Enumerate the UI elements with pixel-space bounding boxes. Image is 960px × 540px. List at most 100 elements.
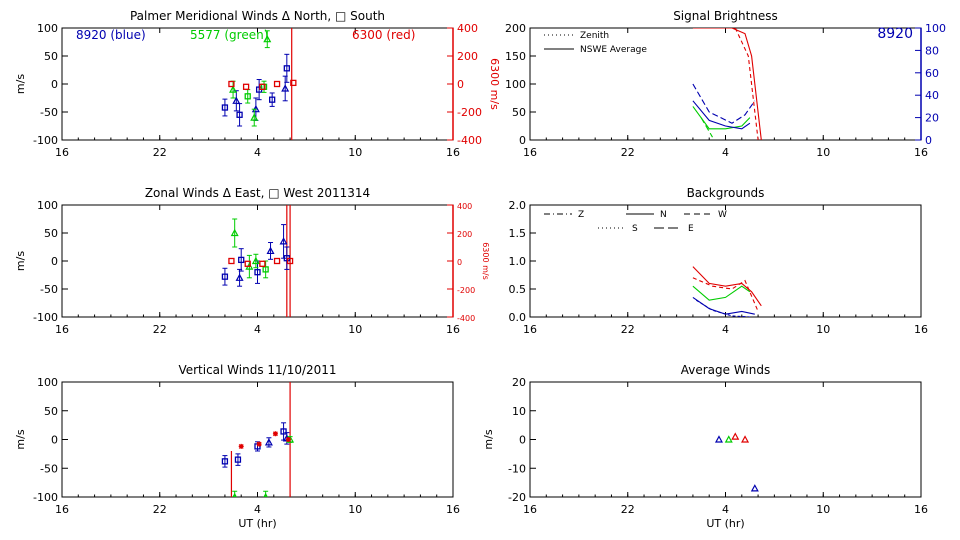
data-layer: [221, 28, 297, 140]
y-tick-label: 50: [44, 405, 58, 418]
right-y-tick-label: 200: [457, 50, 478, 63]
legend-label: N: [660, 210, 667, 220]
x-tick-label: 4: [722, 503, 729, 516]
data-point-square: [221, 273, 229, 280]
series-line-6300-zenith: [734, 28, 759, 140]
y-tick-label: 0.0: [509, 311, 527, 324]
y-tick-label: 0: [519, 434, 526, 447]
x-tick-label: 16: [55, 503, 69, 516]
data-point-triangle: [230, 228, 239, 237]
x-tick-label: 16: [523, 146, 537, 159]
x-tick-label: 22: [621, 503, 635, 516]
x-tick-label: 16: [446, 503, 460, 516]
series-line-5577-zenith: [700, 117, 713, 138]
right-y-tick-label: -400: [457, 134, 482, 147]
data-point-square: [234, 456, 242, 463]
data-point-square: [221, 458, 229, 465]
right-y-tick-label: 400: [457, 22, 478, 35]
data-point-triangle: [714, 435, 723, 443]
meridional-chart: Palmer Meridional Winds Δ North, □ South…: [14, 9, 501, 159]
data-point-triangle: [250, 113, 259, 121]
right-y-tick-label: 60: [925, 67, 939, 80]
data-layer: [692, 266, 762, 317]
y-tick-label: 0.5: [509, 283, 527, 296]
series-line-8920-a: [692, 296, 755, 315]
series-line-6300: [692, 28, 762, 140]
x-tick-label: 16: [523, 323, 537, 336]
right-y-tick-label: 400: [457, 202, 472, 211]
data-point-star: [238, 443, 244, 449]
series-label: 6300 (red): [352, 28, 415, 42]
data-point-square: [254, 269, 261, 276]
data-point-star: [272, 431, 278, 437]
right-y-tick-label: 80: [925, 44, 939, 57]
x-tick-label: 22: [153, 503, 167, 516]
x-tick-label: 16: [446, 323, 460, 336]
data-point-triangle: [235, 273, 244, 281]
right-y-tick-label: -400: [457, 314, 475, 323]
data-point-triangle: [750, 484, 759, 492]
right-y-tick-label: 200: [457, 230, 472, 239]
legend-label: Z: [578, 210, 584, 220]
data-point-square: [259, 83, 266, 90]
y-tick-label: 0: [51, 255, 58, 268]
y-tick-label: 1.0: [509, 255, 527, 268]
x-tick-label: 10: [348, 323, 362, 336]
y-tick-label: 100: [37, 199, 58, 212]
data-point-square: [259, 260, 266, 267]
corner-label: 8920: [877, 26, 913, 42]
y-tick-label: -100: [33, 491, 58, 504]
data-point-square: [228, 80, 235, 88]
y-tick-label: -100: [33, 134, 58, 147]
plot-frame: [529, 204, 922, 318]
right-y-tick-label: 100: [925, 22, 946, 35]
x-tick-label: 22: [621, 323, 635, 336]
data-point-triangle: [263, 34, 272, 43]
y-tick-label: 0: [51, 434, 58, 447]
data-layer: [221, 205, 294, 317]
right-y-tick-label: 40: [925, 89, 939, 102]
series-line-6300-b: [692, 277, 759, 312]
x-axis-label: UT (hr): [706, 517, 744, 530]
x-tick-label: 16: [446, 146, 460, 159]
x-tick-label: 10: [816, 503, 830, 516]
y-tick-label: 0: [51, 78, 58, 91]
data-point-triangle: [266, 246, 275, 255]
y-tick-label: 100: [505, 78, 526, 91]
data-point-square: [286, 257, 294, 265]
y-tick-label: 50: [44, 227, 58, 240]
y-axis-label: m/s: [14, 429, 27, 449]
y-tick-label: -20: [508, 491, 526, 504]
data-layer: [221, 382, 295, 497]
series-line-8920-zenith: [692, 83, 756, 124]
series-line-6300-a: [692, 266, 762, 307]
x-tick-label: 10: [348, 503, 362, 516]
data-point-triangle: [251, 256, 260, 265]
series-label: 5577 (green): [190, 28, 268, 42]
data-point-square: [244, 260, 251, 267]
y-tick-label: 20: [512, 376, 526, 389]
data-point-triangle: [741, 435, 750, 443]
y-tick-label: 100: [37, 22, 58, 35]
series-line-8920-b: [695, 299, 750, 317]
x-tick-label: 10: [816, 146, 830, 159]
x-tick-label: 22: [153, 323, 167, 336]
y-axis-label: m/s: [14, 251, 27, 271]
data-point-square: [280, 428, 287, 435]
series-line-5577: [692, 285, 751, 301]
data-point-triangle: [279, 237, 288, 245]
y-tick-label: -50: [40, 283, 58, 296]
y-tick-label: -50: [40, 462, 58, 475]
x-tick-label: 22: [153, 146, 167, 159]
x-axis-label: UT (hr): [238, 517, 276, 530]
y-tick-label: 10: [512, 405, 526, 418]
y-axis-label: m/s: [14, 74, 27, 94]
data-point-square: [269, 96, 276, 103]
data-point-triangle: [232, 96, 241, 104]
right-y-tick-label: 0: [925, 134, 932, 147]
data-point-triangle: [731, 432, 740, 440]
y-tick-label: 50: [512, 106, 526, 119]
right-y-tick-label: 20: [925, 112, 939, 125]
data-point-square: [273, 257, 281, 265]
